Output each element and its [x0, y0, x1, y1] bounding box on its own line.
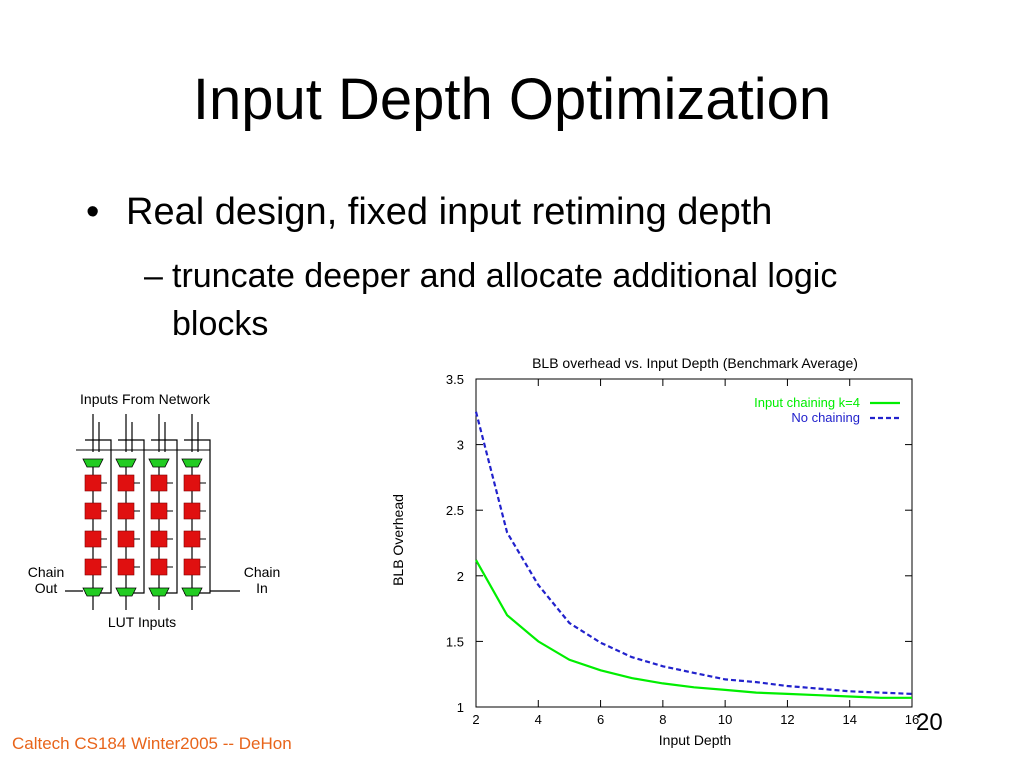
- top-mux: [115, 458, 137, 468]
- legend-label: Input chaining k=4: [754, 395, 860, 410]
- x-tick-label: 4: [535, 712, 542, 727]
- retiming-register: [117, 474, 135, 492]
- footer-text: Caltech CS184 Winter2005 -- DeHon: [12, 734, 292, 753]
- y-tick-label: 3: [457, 438, 464, 453]
- series-line-input-chaining: [475, 559, 912, 699]
- retiming-register: [150, 558, 168, 576]
- legend-label: No chaining: [791, 410, 860, 425]
- retiming-register: [84, 558, 102, 576]
- bullet-text: Real design, fixed input retiming depth: [126, 191, 773, 233]
- bottom-mux: [115, 587, 137, 597]
- retiming-register: [183, 530, 201, 548]
- retiming-register: [117, 530, 135, 548]
- chain-out-label-1: Chain: [28, 564, 65, 580]
- y-tick-label: 1.5: [446, 634, 464, 649]
- retiming-register: [183, 474, 201, 492]
- x-tick-label: 8: [659, 712, 666, 727]
- bottom-mux: [82, 587, 104, 597]
- retiming-register: [183, 502, 201, 520]
- retiming-register: [117, 558, 135, 576]
- inputs-from-network-label: Inputs From Network: [80, 391, 211, 407]
- retiming-register: [150, 530, 168, 548]
- top-mux: [148, 458, 170, 468]
- blb-overhead-chart: BLB overhead vs. Input Depth (Benchmark …: [390, 355, 919, 748]
- slide-number: 20: [916, 709, 943, 736]
- chart-title: BLB overhead vs. Input Depth (Benchmark …: [532, 355, 858, 371]
- bottom-mux: [148, 587, 170, 597]
- top-mux: [82, 458, 104, 468]
- retiming-register: [150, 474, 168, 492]
- x-tick-label: 12: [780, 712, 794, 727]
- x-axis-label: Input Depth: [659, 732, 731, 748]
- sub-bullet-text: truncate deeper and allocate additional …: [172, 257, 838, 343]
- bottom-mux: [181, 587, 203, 597]
- top-mux: [181, 458, 203, 468]
- retiming-register: [84, 530, 102, 548]
- chain-in-label-2: In: [256, 580, 268, 596]
- slide-title: Input Depth Optimization: [192, 67, 832, 132]
- lut-inputs-label: LUT Inputs: [108, 614, 176, 630]
- retiming-register: [183, 558, 201, 576]
- plot-frame: [475, 378, 913, 708]
- y-tick-label: 3.5: [446, 372, 464, 387]
- bullet-marker: •: [86, 191, 100, 233]
- x-tick-label: 14: [842, 712, 856, 727]
- retiming-register: [84, 502, 102, 520]
- y-tick-label: 2.5: [446, 503, 464, 518]
- retiming-register: [150, 502, 168, 520]
- chart-body: 2 4 6 8 10 12 14 16 1 1.5 2 2.5 3 3.5 Input chaining k…: [446, 372, 919, 727]
- y-tick-label: 1: [457, 700, 464, 715]
- retiming-register: [117, 502, 135, 520]
- retiming-register: [84, 474, 102, 492]
- diagram-body: [65, 414, 240, 610]
- y-tick-label: 2: [457, 569, 464, 584]
- series-line-no-chaining: [474, 411, 913, 695]
- y-axis-label: BLB Overhead: [390, 494, 406, 586]
- input-chaining-diagram: Inputs From Network Chain Out Chain In L…: [28, 391, 281, 630]
- x-tick-label: 2: [472, 712, 479, 727]
- chain-out-label-2: Out: [35, 580, 58, 596]
- chain-in-label-1: Chain: [244, 564, 281, 580]
- x-tick-label: 6: [597, 712, 604, 727]
- x-tick-label: 16: [905, 712, 919, 727]
- sub-bullet-marker: –: [144, 257, 163, 295]
- x-tick-label: 10: [718, 712, 732, 727]
